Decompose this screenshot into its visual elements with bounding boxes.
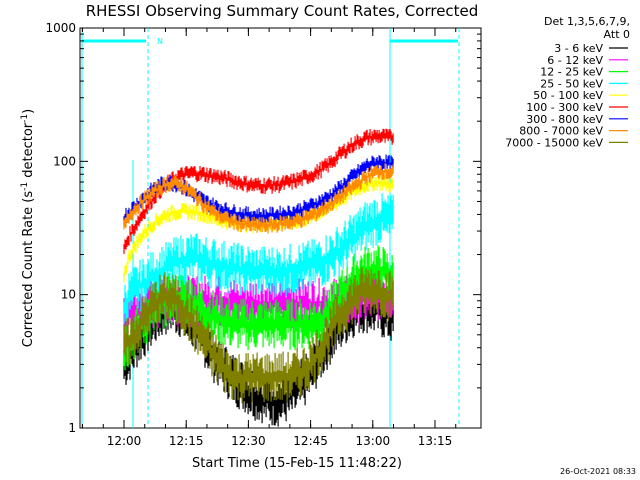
legend-label-5: 100 - 300 keV	[526, 101, 603, 114]
x-tick-label: 13:00	[356, 434, 391, 448]
series-line-5	[123, 128, 394, 254]
series-line-8	[123, 267, 394, 404]
y-axis-label: Corrected Count Rate (s-1 detector-1)	[20, 109, 36, 347]
legend-label-8: 7000 - 15000 keV	[505, 136, 603, 149]
x-tick-label: 12:30	[231, 434, 266, 448]
y-tick-label: 1	[68, 421, 76, 435]
legend-header-1: Det 1,3,5,6,7,9,	[544, 15, 630, 28]
chart-title: RHESSI Observing Summary Count Rates, Co…	[86, 2, 479, 20]
legend-label-4: 50 - 100 keV	[533, 89, 603, 102]
timestamp: 26-Oct-2021 08:33	[560, 467, 636, 476]
series-5	[123, 128, 394, 254]
x-axis-label: Start Time (15-Feb-15 11:48:22)	[192, 456, 402, 471]
y-axis-ticks: 1 10 100 1000	[45, 21, 481, 435]
x-tick-label: 12:00	[107, 434, 142, 448]
series-8	[123, 267, 394, 404]
series-line-3	[123, 193, 394, 331]
legend-label-1: 6 - 12 keV	[547, 54, 603, 67]
legend-label-3: 25 - 50 keV	[540, 77, 603, 90]
legend-label-6: 300 - 800 keV	[526, 113, 603, 126]
series-line-7	[123, 163, 394, 234]
marker-n-label: N	[157, 37, 163, 46]
legend-label-7: 800 - 7000 keV	[519, 125, 603, 138]
x-tick-label: 13:15	[418, 434, 453, 448]
series-3	[123, 193, 394, 331]
x-tick-label: 12:45	[293, 434, 328, 448]
y-tick-label: 1000	[45, 21, 76, 35]
y-tick-label: 100	[53, 154, 76, 168]
legend-header-2: Att 0	[604, 28, 630, 41]
legend-label-0: 3 - 6 keV	[554, 42, 603, 55]
x-tick-label: 12:15	[169, 434, 204, 448]
x-axis-ticks: 12:00 12:15 12:30 12:45 13:00 13:15	[82, 28, 457, 448]
series-layer	[123, 128, 394, 427]
y-tick-label: 10	[61, 288, 76, 302]
plot-area	[79, 27, 482, 429]
legend-label-2: 12 - 25 keV	[540, 66, 603, 79]
series-7	[123, 163, 394, 234]
plot-frame	[79, 27, 482, 429]
